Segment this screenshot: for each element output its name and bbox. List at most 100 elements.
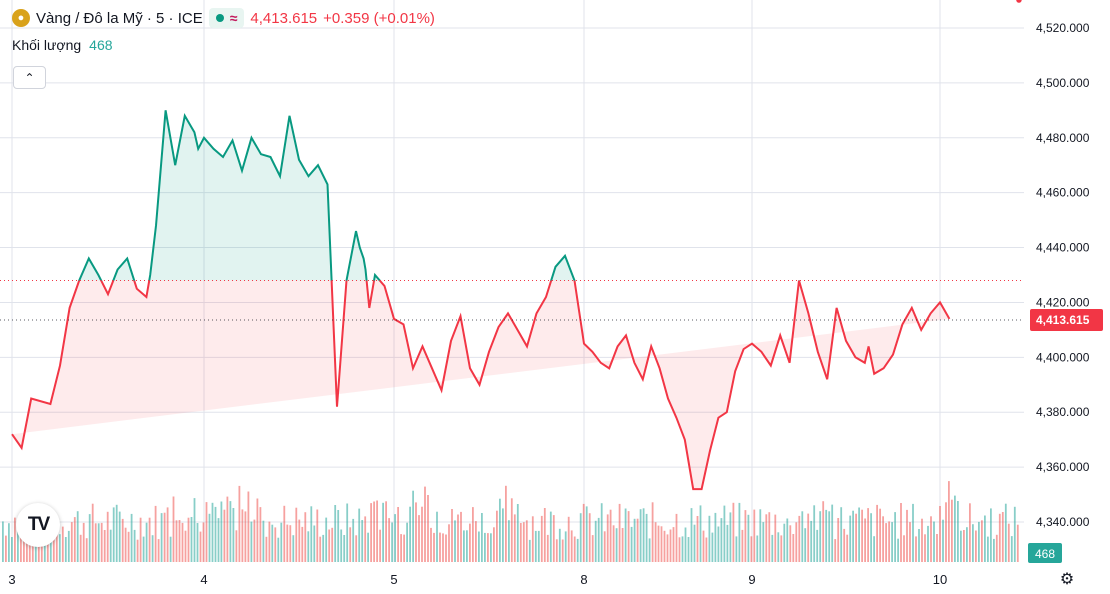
volume-bar <box>379 529 381 562</box>
volume-bar <box>100 522 103 562</box>
volume-bar <box>91 503 94 562</box>
y-tick-label: 4,520.000 <box>1036 21 1090 35</box>
volume-bar <box>840 507 843 562</box>
volume-bar <box>340 529 343 562</box>
collapse-legend-button[interactable]: ⌃ <box>13 66 46 89</box>
volume-bar <box>750 536 753 562</box>
volume-bar <box>582 503 585 562</box>
volume-bar <box>873 536 875 562</box>
volume-bar <box>31 533 34 562</box>
volume-bar <box>484 532 486 562</box>
volume-bar <box>831 504 834 562</box>
symbol-title[interactable]: Vàng / Đô la Mỹ · 5 · ICE <box>36 9 203 27</box>
volume-bar <box>786 518 789 562</box>
volume-bar <box>651 502 654 562</box>
volume-bar <box>400 534 402 562</box>
volume-bar <box>618 503 621 562</box>
volume-bar <box>193 498 196 562</box>
volume-bar <box>208 513 211 562</box>
volume-bar <box>436 511 438 562</box>
x-tick-label: 8 <box>580 572 587 587</box>
volume-bar <box>858 507 860 562</box>
volume-bar <box>346 503 349 562</box>
gear-icon[interactable]: ⚙ <box>1059 571 1075 588</box>
volume-bar <box>178 520 181 562</box>
wave-icon: ≈ <box>229 10 238 26</box>
volume-label: Khối lượng <box>12 37 82 53</box>
volume-bar <box>510 498 513 562</box>
volume-bar <box>534 530 537 562</box>
chart-grid <box>0 0 1024 562</box>
volume-bar <box>265 536 268 562</box>
volume-bar <box>49 533 52 562</box>
volume-bar <box>798 515 801 562</box>
volume-bar <box>648 538 651 562</box>
volume-bar <box>816 529 819 562</box>
tradingview-logo-icon[interactable]: TV <box>16 503 60 547</box>
volume-bar <box>645 513 648 562</box>
volume-bar <box>789 525 792 562</box>
volume-bar <box>319 536 322 562</box>
market-status[interactable]: ≈ <box>208 8 245 28</box>
volume-bar <box>391 522 393 562</box>
volume-bar <box>460 511 462 562</box>
volume-bar <box>361 520 364 562</box>
volume-bar <box>79 534 82 562</box>
volume-bar <box>169 536 172 562</box>
volume-bar <box>759 509 762 562</box>
volume-bar <box>316 509 319 562</box>
volume-bar <box>735 536 738 562</box>
volume-bar <box>211 502 214 562</box>
volume-bar <box>151 535 154 562</box>
volume-bar <box>681 536 684 562</box>
volume-bar <box>37 535 40 562</box>
volume-bar <box>936 534 938 562</box>
volume-bar <box>118 511 121 562</box>
volume-legend[interactable]: Khối lượng 468 <box>12 37 113 53</box>
volume-value: 468 <box>89 37 113 53</box>
volume-bar <box>217 518 220 562</box>
volume-bar <box>855 513 857 562</box>
volume-bar <box>774 514 777 562</box>
last-point-marker <box>1014 0 1024 5</box>
volume-bar <box>493 527 495 562</box>
volume-bar <box>888 521 890 562</box>
volume-bar <box>406 522 408 562</box>
volume-bar <box>882 516 884 562</box>
volume-bar <box>244 511 247 562</box>
volume-bar <box>522 522 525 562</box>
volume-bar <box>630 526 633 562</box>
volume-bar <box>418 515 420 562</box>
volume-bar <box>220 501 223 562</box>
volume-bar <box>448 524 450 562</box>
volume-bar <box>552 515 555 562</box>
volume-bar <box>570 530 573 562</box>
volume-bar <box>603 531 606 562</box>
volume-bar <box>543 508 546 562</box>
volume-bar <box>481 513 483 562</box>
volume-bar <box>663 530 666 562</box>
volume-bar <box>508 520 510 562</box>
volume-bar <box>684 527 687 562</box>
volume-bar <box>639 509 642 562</box>
volume-bar <box>283 505 286 562</box>
gold-coin-icon[interactable]: ● <box>12 9 30 27</box>
volume-bar <box>187 517 190 562</box>
volume-bar <box>67 530 70 562</box>
y-tick-label: 4,420.000 <box>1036 295 1090 309</box>
volume-bar <box>382 502 384 562</box>
volume-bar <box>540 515 543 562</box>
volume-bar <box>310 506 313 562</box>
volume-bar <box>127 531 130 562</box>
volume-bar <box>445 534 447 562</box>
volume-bar <box>280 522 283 562</box>
volume-bar <box>184 530 187 562</box>
volume-bar <box>702 530 705 562</box>
volume-bar <box>490 533 492 562</box>
volume-bar <box>801 511 804 562</box>
volume-bar <box>921 518 923 562</box>
volume-tag-label: 468 <box>1035 547 1055 561</box>
volume-bar <box>286 524 289 562</box>
volume-bar <box>502 508 504 562</box>
